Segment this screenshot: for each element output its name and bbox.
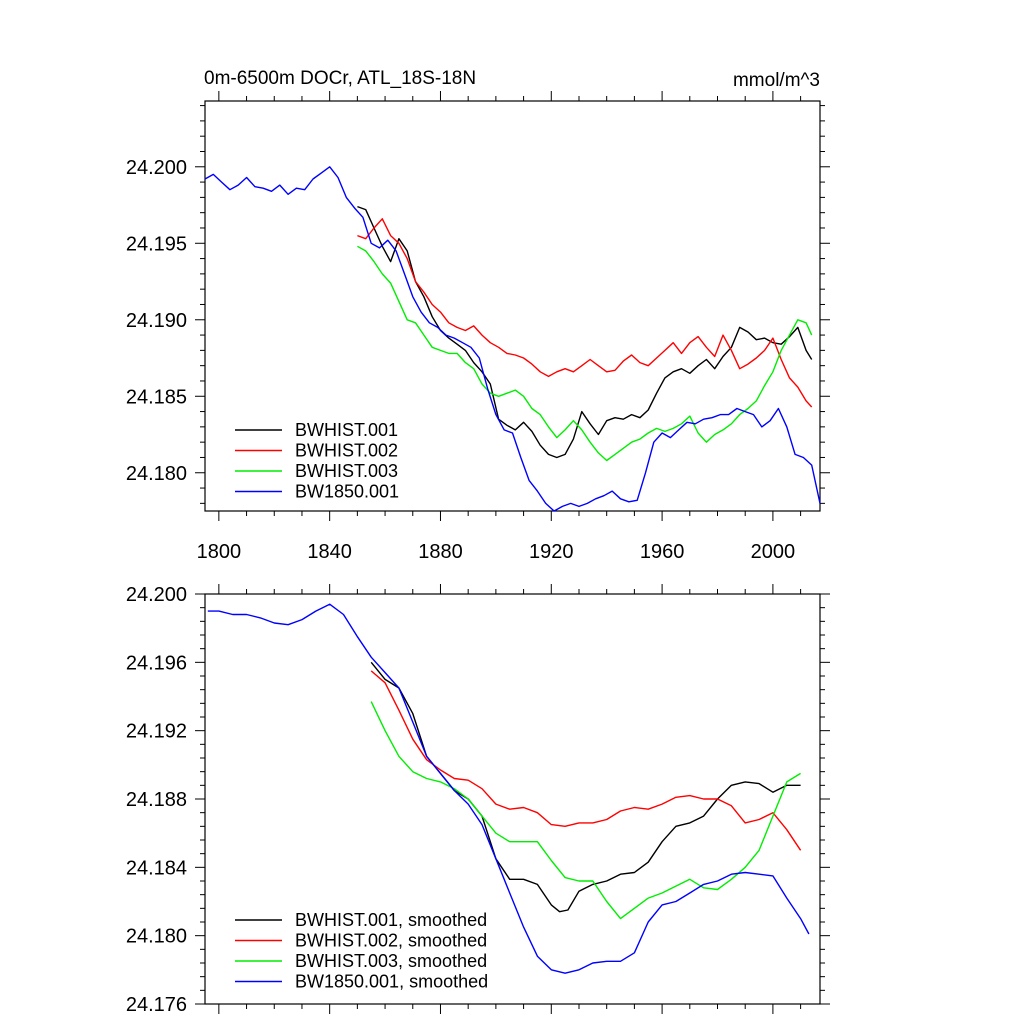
x-tick-label: 2000 [751, 541, 796, 563]
series-line [370, 670, 802, 851]
x-tick-label: 1800 [197, 541, 242, 563]
y-tick-label: 24.184 [126, 857, 187, 879]
x-tick-label: 1840 [307, 541, 352, 563]
y-tick-label: 24.190 [126, 310, 187, 332]
y-tick-label: 24.185 [126, 386, 187, 408]
y-tick-label: 24.200 [126, 584, 187, 606]
axis-ticks: 24.180 24.185 24.190 24.195 24.200 1800 1840 18… [126, 91, 830, 563]
top-panel: 0m-6500m DOCr, ATL_18S-18N mmol/m^3 24.1… [126, 68, 830, 563]
series-line [370, 701, 801, 920]
y-tick-label: 24.196 [126, 652, 187, 674]
x-tick-label: 1960 [640, 541, 685, 563]
legend-label: BW1850.001, smoothed [295, 972, 488, 992]
y-tick-label: 24.192 [126, 721, 187, 743]
legend-label: BWHIST.001, smoothed [295, 910, 487, 930]
legend-label: BWHIST.002 [295, 441, 398, 461]
x-tick-label: 1920 [529, 541, 574, 563]
series-line [204, 166, 821, 512]
y-tick-label: 24.200 [126, 157, 187, 179]
series-group [204, 166, 821, 512]
y-tick-label: 24.195 [126, 233, 187, 255]
legend-label: BWHIST.001 [295, 420, 398, 440]
x-tick-label: 1880 [418, 541, 463, 563]
bottom-panel: 24.176 24.180 24.184 24.188 24.192 24.196 24.2… [126, 584, 830, 1016]
y-tick-label: 24.176 [126, 994, 187, 1016]
legend-label: BWHIST.002, smoothed [295, 931, 487, 951]
series-line [357, 245, 813, 462]
plot-frame [204, 100, 821, 512]
axis-ticks: 24.176 24.180 24.184 24.188 24.192 24.196 24.2… [126, 584, 830, 1016]
legend-label: BWHIST.003, smoothed [295, 951, 487, 971]
y-tick-label: 24.188 [126, 789, 187, 811]
series-group [207, 603, 810, 974]
series-line [357, 205, 813, 459]
units-label: mmol/m^3 [733, 70, 820, 91]
legend-label: BWHIST.003 [295, 461, 398, 481]
legend-label: BW1850.001 [295, 482, 399, 502]
y-tick-label: 24.180 [126, 926, 187, 948]
y-tick-label: 24.180 [126, 463, 187, 485]
chart-title: 0m-6500m DOCr, ATL_18S-18N [204, 68, 476, 89]
series-line [207, 603, 810, 974]
series-line [357, 218, 813, 408]
